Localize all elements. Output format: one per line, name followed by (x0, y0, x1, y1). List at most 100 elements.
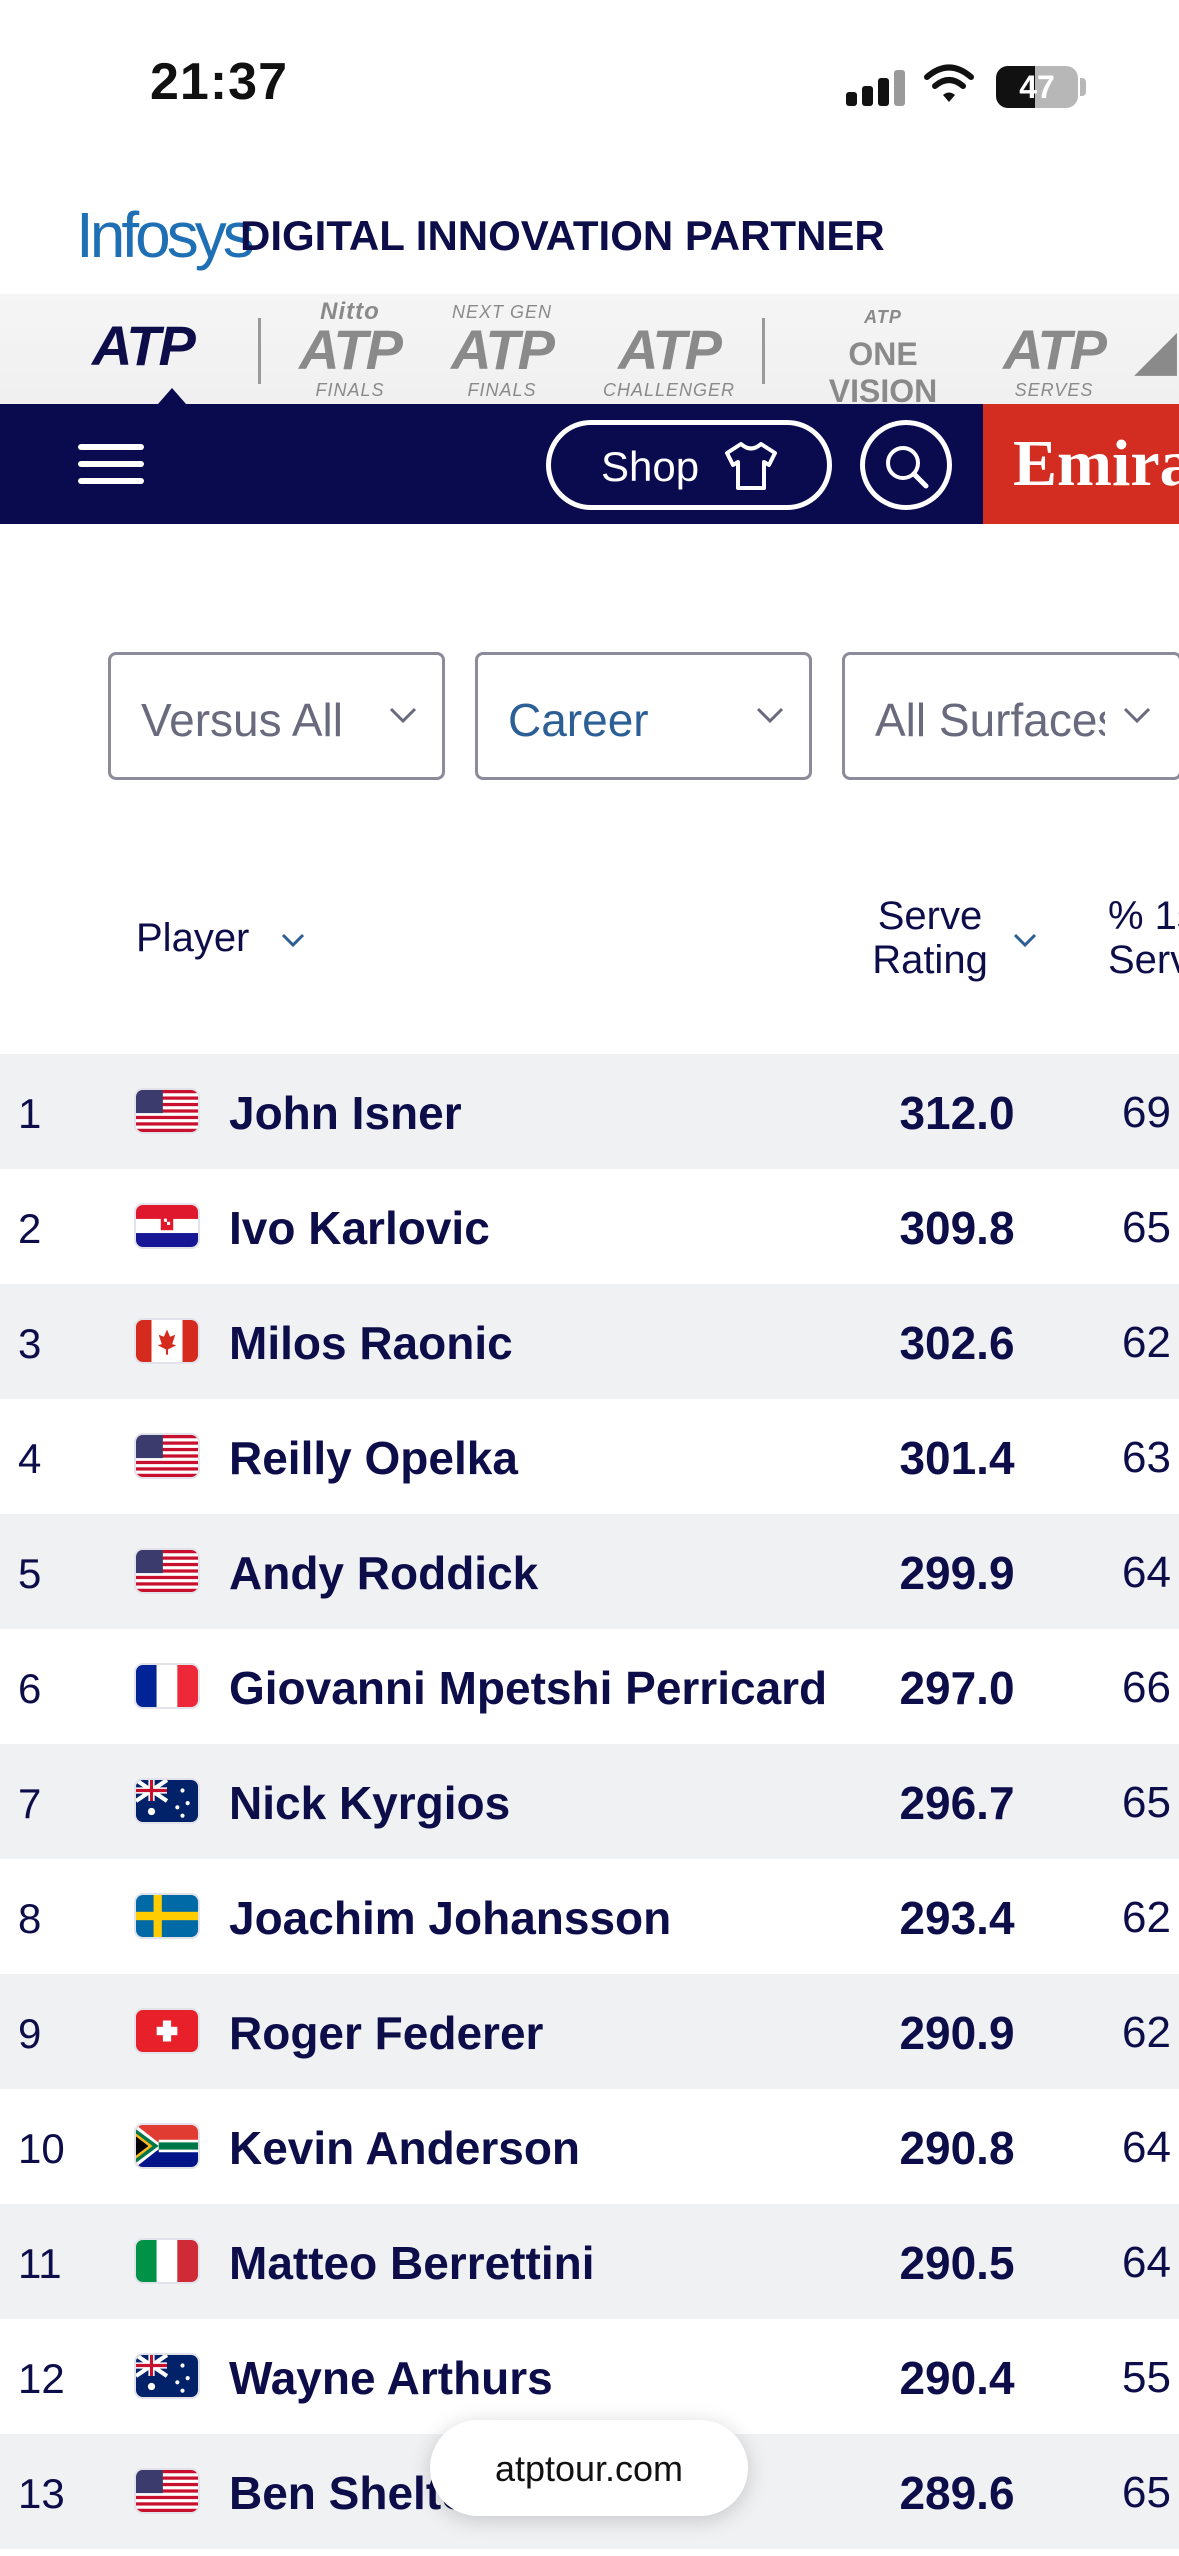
emirates-logo-text: Emirates (1013, 427, 1179, 500)
wifi-icon (924, 64, 974, 102)
column-header-label: % 1st (1108, 894, 1179, 938)
table-row[interactable]: 10 Kevin Anderson 290.8 64 (0, 2089, 1179, 2204)
brand-name: ATP (451, 318, 555, 381)
player-rank: 8 (18, 1895, 42, 1942)
active-brand-caret (158, 388, 186, 404)
first-serve-pct-value: 62 (1122, 1318, 1171, 1367)
url-text: atptour.com (494, 2448, 684, 2489)
brand-top-label: NEXT GEN (451, 302, 552, 322)
leaderboard-table: 1 John Isner 312.0 69 2 Ivo Karlovic 309.8 65 3 M… (0, 1054, 1179, 2549)
serve-rating-value: 290.9 (899, 2007, 1015, 2059)
country-flag-icon (136, 1550, 198, 1592)
emirates-sponsor-banner[interactable]: Emirates (983, 404, 1179, 524)
battery-level: 47 (1019, 69, 1055, 105)
first-serve-pct-value: 63 (1122, 1433, 1171, 1482)
table-row[interactable]: 4 Reilly Opelka 301.4 63 (0, 1399, 1179, 1514)
column-header-first-serve-pct[interactable]: % 1st Serve (1108, 894, 1179, 982)
chevron-down-icon (1013, 933, 1037, 948)
table-row[interactable]: 7 Nick Kyrgios 296.7 65 (0, 1744, 1179, 1859)
country-flag-icon (136, 2240, 198, 2282)
player-name-link[interactable]: Matteo Berrettini (229, 2237, 595, 2289)
player-name-link[interactable]: Reilly Opelka (229, 1432, 518, 1484)
table-row[interactable]: 11 Matteo Berrettini 290.5 64 (0, 2204, 1179, 2319)
table-row[interactable]: 5 Andy Roddick 299.9 64 (0, 1514, 1179, 1629)
table-row[interactable]: 9 Roger Federer 290.9 62 (0, 1974, 1179, 2089)
player-name-link[interactable]: Roger Federer (229, 2007, 544, 2059)
brand-next-gen-finals[interactable]: NEXT GEN ATP FINALS (432, 302, 572, 401)
player-rank: 7 (18, 1780, 42, 1827)
country-flag-icon (136, 2125, 198, 2167)
player-name-link[interactable]: Wayne Arthurs (229, 2352, 553, 2404)
main-navbar: Shop Emirates (0, 404, 1179, 524)
shop-label: Shop (601, 443, 700, 490)
serve-rating-value: 296.7 (899, 1777, 1015, 1829)
brand-atp-name: ATP (92, 314, 196, 377)
table-row[interactable]: 3 Milos Raonic 302.6 62 (0, 1284, 1179, 1399)
shirt-icon (725, 442, 777, 490)
filter-period-select[interactable]: Career (475, 652, 812, 780)
filter-opponent-select[interactable]: Versus All (108, 652, 445, 780)
serve-rating-value: 299.9 (899, 1547, 1015, 1599)
chevron-down-icon (1123, 707, 1151, 724)
player-name-link[interactable]: John Isner (229, 1087, 462, 1139)
first-serve-pct-value: 69 (1122, 1088, 1171, 1137)
column-header-player[interactable]: Player (136, 916, 249, 961)
brand-sub-label: CHALLENGER (602, 380, 736, 400)
player-rank: 9 (18, 2010, 42, 2057)
shop-button[interactable]: Shop (546, 420, 832, 510)
sponsor-banner[interactable]: Infosys DIGITAL INNOVATION PARTNER (0, 170, 1179, 294)
brand-name: ATP (299, 318, 403, 381)
table-row[interactable]: 8 Joachim Johansson 293.4 62 (0, 1859, 1179, 1974)
player-rank: 10 (18, 2125, 65, 2172)
player-name-link[interactable]: Giovanni Mpetshi Perricard (229, 1662, 828, 1714)
player-rank: 2 (18, 1205, 42, 1252)
first-serve-pct-value: 65 (1122, 1203, 1171, 1252)
player-rank: 1 (18, 1090, 42, 1137)
table-row[interactable]: 1 John Isner 312.0 69 (0, 1054, 1179, 1169)
table-row[interactable]: 12 Wayne Arthurs 290.4 55 (0, 2319, 1179, 2434)
table-row[interactable]: 6 Giovanni Mpetshi Perricard 297.0 66 (0, 1629, 1179, 1744)
country-flag-icon (136, 2355, 198, 2397)
hamburger-menu-icon[interactable] (78, 442, 146, 486)
player-name-link[interactable]: Kevin Anderson (229, 2122, 581, 2174)
infosys-logo: Infosys (76, 199, 255, 271)
sponsor-tagline: DIGITAL INNOVATION PARTNER (240, 212, 885, 259)
player-name-link[interactable]: Nick Kyrgios (229, 1777, 511, 1829)
column-header-label: Serve (877, 894, 983, 938)
search-button[interactable] (860, 420, 952, 510)
brand-atp-serves[interactable]: ATP SERVES (984, 304, 1124, 401)
country-flag-icon (136, 1090, 198, 1132)
column-header-serve-rating[interactable]: Serve Rating (862, 894, 998, 982)
cellular-signal-icon (846, 70, 906, 106)
country-flag-icon (136, 1780, 198, 1822)
chevron-down-icon (281, 933, 305, 948)
player-rank: 4 (18, 1435, 42, 1482)
brand-challenger[interactable]: ATP CHALLENGER (596, 304, 742, 401)
column-header-label: Rating (872, 938, 988, 982)
brand-sub-label: FINALS (467, 380, 537, 400)
serve-rating-value: 290.5 (899, 2237, 1015, 2289)
filter-surface-select[interactable]: All Surfaces (842, 652, 1179, 780)
serve-rating-value: 290.8 (899, 2122, 1015, 2174)
brand-one-vision[interactable]: ATP ONE VISION (790, 304, 976, 404)
brand-nitto-finals[interactable]: Nitto ATP FINALS (280, 300, 420, 401)
player-name-link[interactable]: Milos Raonic (229, 1317, 513, 1369)
country-flag-icon (136, 1435, 198, 1477)
first-serve-pct-value: 65 (1122, 1778, 1171, 1827)
brand-more[interactable]: ◢ (1134, 304, 1179, 380)
country-flag-icon (136, 1320, 198, 1362)
player-name-link[interactable]: Andy Roddick (229, 1547, 539, 1599)
table-row[interactable]: 2 Ivo Karlovic 309.8 65 (0, 1169, 1179, 1284)
brand-atp-tour[interactable]: ATP (92, 314, 196, 377)
serve-rating-value: 290.4 (899, 2352, 1015, 2404)
brand-name: ONE VISION (828, 336, 938, 404)
brand-name: ATP (618, 318, 722, 381)
status-time: 21:37 (150, 53, 288, 111)
player-rank: 12 (18, 2355, 65, 2402)
serve-rating-value: 312.0 (899, 1087, 1015, 1139)
first-serve-pct-value: 55 (1122, 2353, 1171, 2402)
browser-url-bar[interactable]: atptour.com (430, 2420, 748, 2516)
country-flag-icon (136, 1895, 198, 1937)
player-name-link[interactable]: Joachim Johansson (229, 1892, 672, 1944)
player-name-link[interactable]: Ivo Karlovic (229, 1202, 490, 1254)
